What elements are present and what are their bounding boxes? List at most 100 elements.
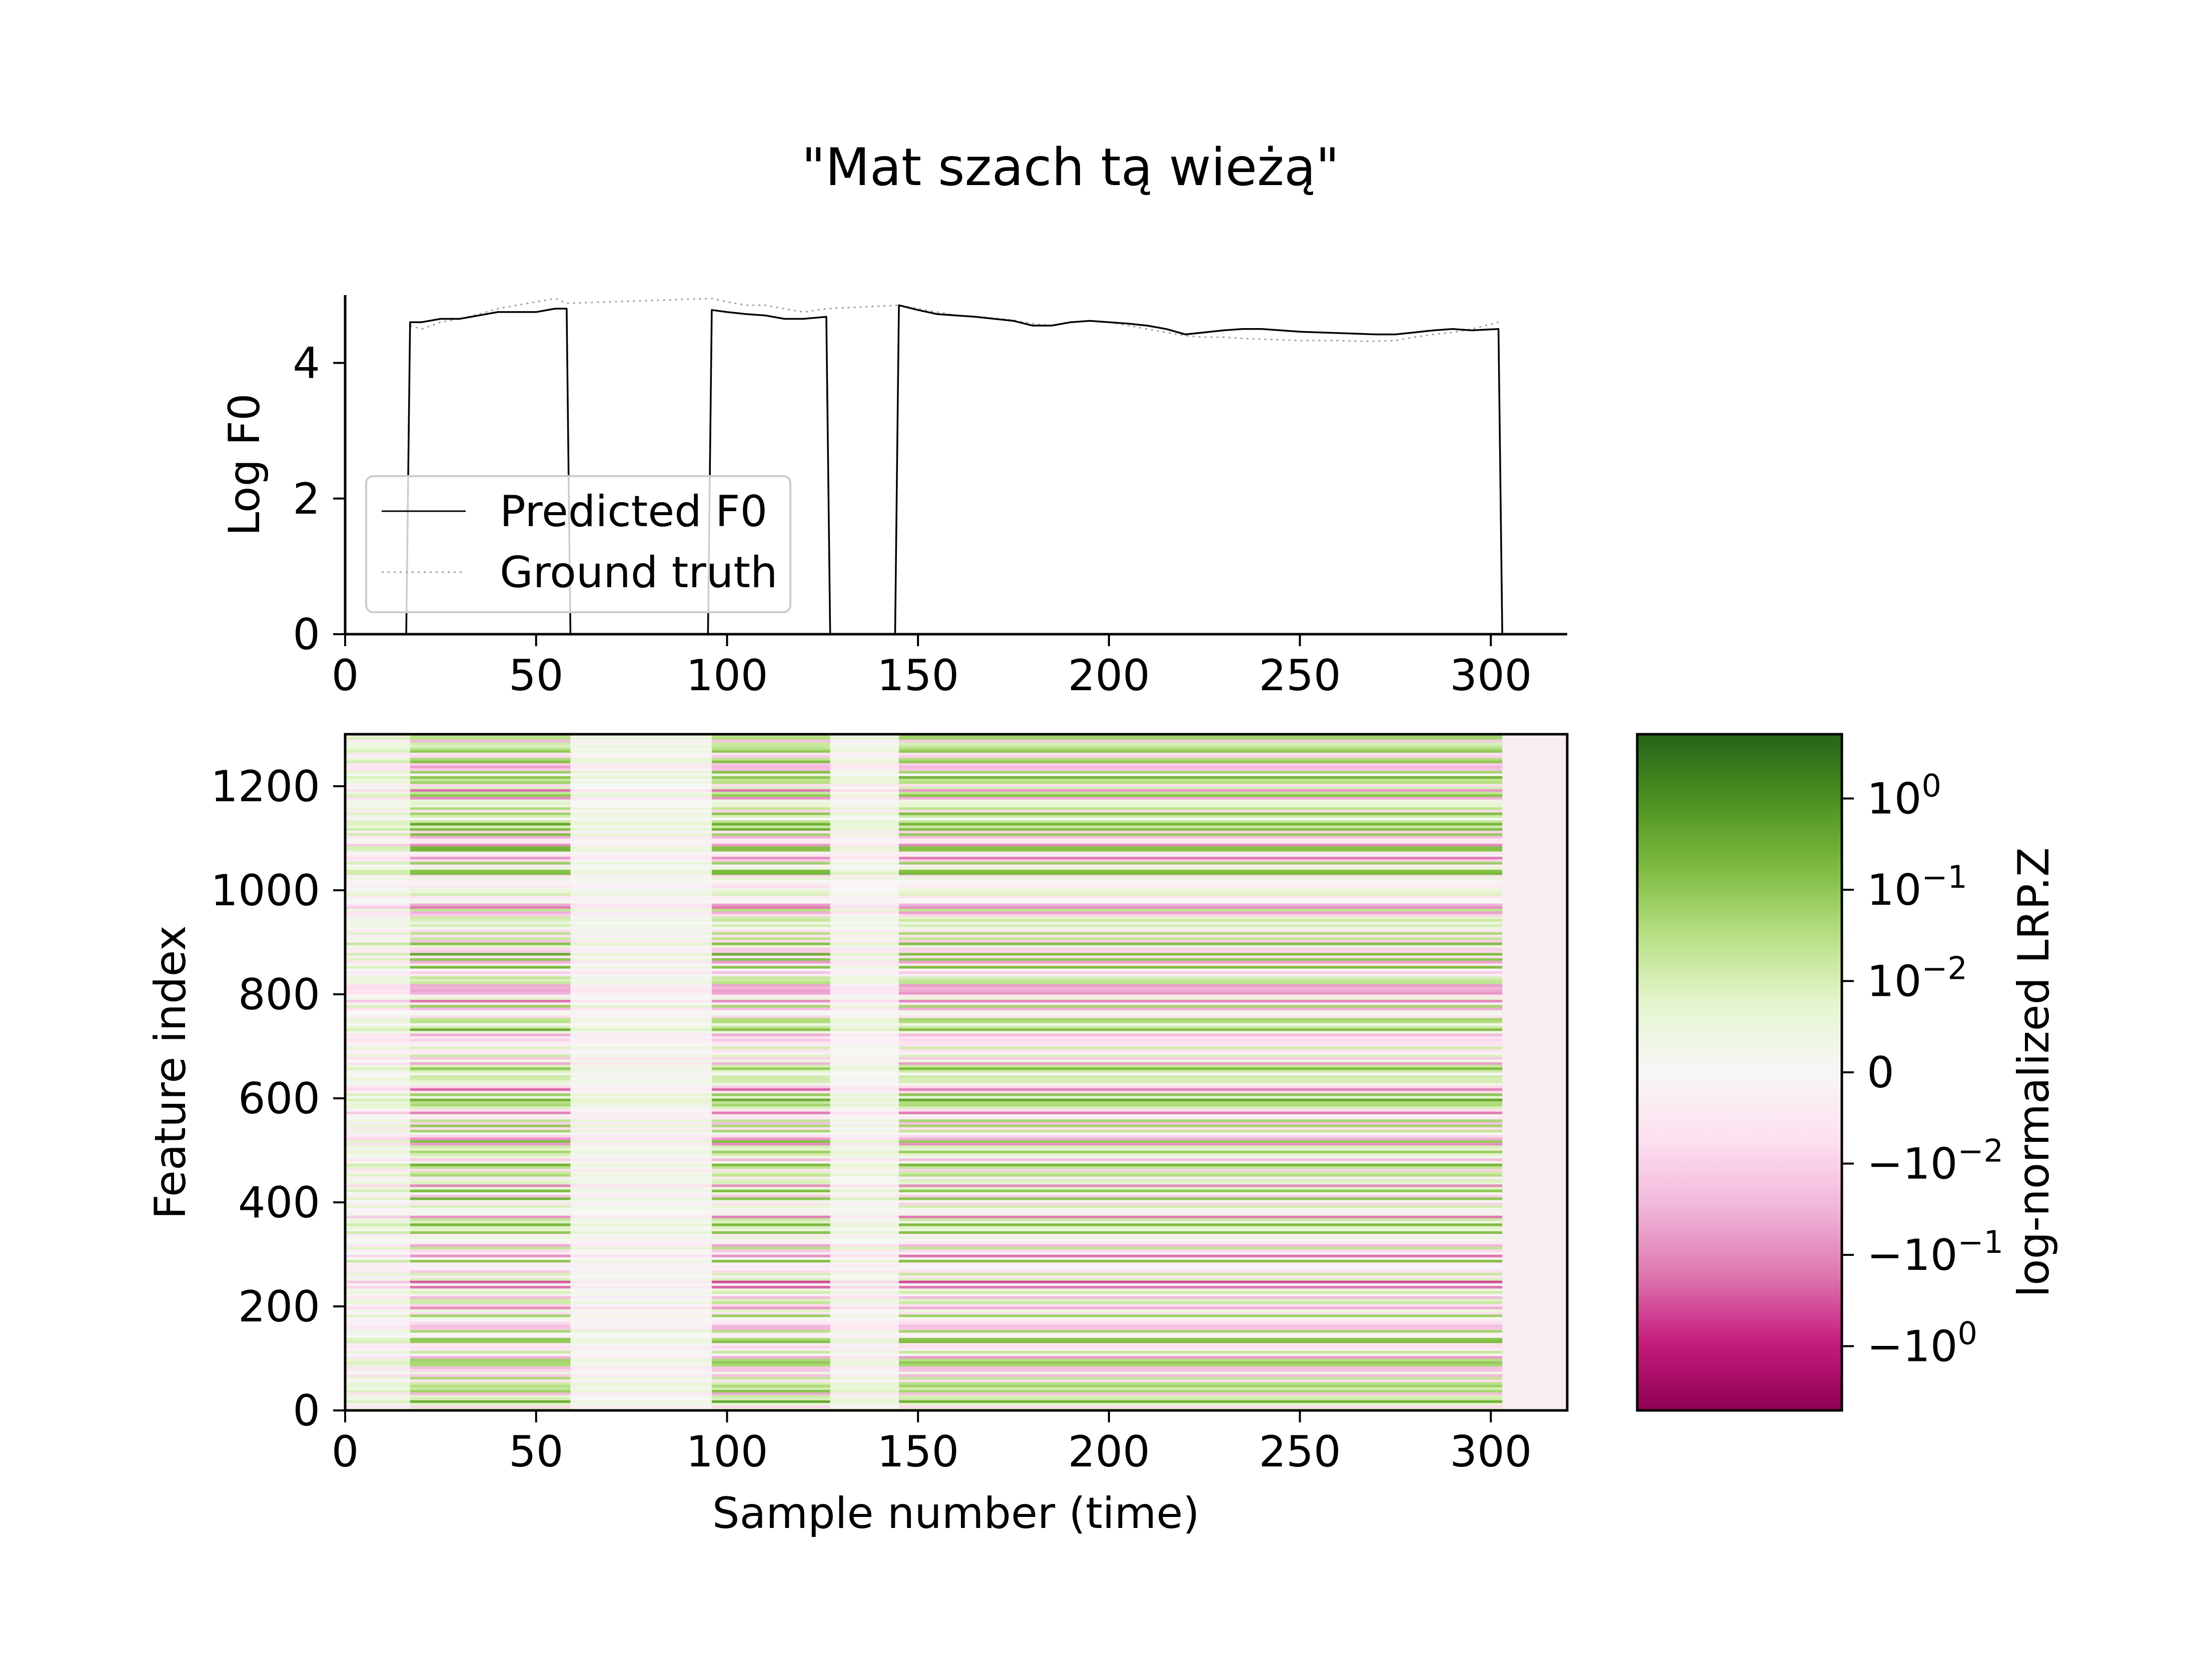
heatmap-cell [570, 1186, 712, 1190]
heatmap-cell [410, 994, 571, 997]
heatmap-cell [899, 869, 1503, 873]
heatmap-cell [345, 1210, 411, 1213]
heatmap-cell [570, 955, 712, 958]
heatmap-cell [711, 1038, 831, 1042]
heatmap-cell [570, 1163, 712, 1166]
heatmap-cell [410, 1116, 571, 1120]
heatmap-cell [1502, 1205, 1568, 1208]
heatmap-cell [711, 1020, 831, 1023]
heatmap-cell [410, 989, 571, 992]
heatmap-cell [1502, 796, 1568, 800]
heatmap-cell [1502, 1342, 1568, 1346]
heatmap-cell [830, 1264, 899, 1268]
heatmap-cell [711, 825, 831, 828]
heatmap-segment [410, 734, 571, 1411]
heatmap-cell [830, 942, 899, 945]
heatmap-cell [570, 812, 712, 815]
heatmap-cell [899, 822, 1503, 826]
heatmap-cell [570, 1272, 712, 1276]
heatmap-cell [899, 890, 1503, 893]
heatmap-cell [1502, 965, 1568, 969]
heatmap-cell [711, 1322, 831, 1325]
heatmap-cell [570, 734, 712, 737]
heatmap-cell [1502, 1316, 1568, 1320]
heatmap-cell [345, 843, 411, 847]
heatmap-cell [410, 765, 571, 769]
f0-lines [345, 298, 1503, 635]
heatmap-cell [1502, 1275, 1568, 1278]
heatmap-cell [899, 1176, 1503, 1179]
heatmap-cell [711, 789, 831, 792]
heatmap-cell [410, 1160, 571, 1164]
heatmap-cell [830, 1215, 899, 1218]
heatmap-cell [570, 1290, 712, 1294]
heatmap-cell [899, 1145, 1503, 1148]
heatmap-cell [711, 1384, 831, 1387]
heatmap-cell [570, 926, 712, 930]
heatmap-cell [899, 1106, 1503, 1109]
heatmap-cell [711, 1012, 831, 1016]
heatmap-cell [1502, 1004, 1568, 1008]
heatmap-cell [345, 934, 411, 938]
heatmap-cell [570, 867, 712, 870]
heatmap-cell [1502, 994, 1568, 997]
heatmap-cell [345, 739, 411, 743]
heatmap-cell [899, 1153, 1503, 1156]
heatmap-cell [570, 1283, 712, 1286]
heatmap-cell [345, 1394, 411, 1398]
heatmap-cell [830, 1210, 899, 1213]
y-tick-label: 4 [293, 339, 320, 389]
heatmap-cell [830, 971, 899, 974]
heatmap-cell [1502, 1228, 1568, 1231]
heatmap-cell [830, 776, 899, 779]
heatmap-cell [711, 1017, 831, 1021]
heatmap-cell [899, 752, 1503, 756]
heatmap-cell [830, 958, 899, 961]
heatmap-cell [711, 1381, 831, 1385]
heatmap-cell [899, 1335, 1503, 1338]
heatmap-cell [830, 841, 899, 844]
heatmap-cell [899, 812, 1503, 815]
heatmap-cell [410, 1371, 571, 1374]
heatmap-cell [410, 997, 571, 1000]
heatmap-cell [711, 1106, 831, 1109]
heatmap-cell [1502, 1306, 1568, 1309]
heatmap-cell [410, 1384, 571, 1387]
heatmap-cell [345, 737, 411, 740]
x-tick-label: 150 [877, 1427, 959, 1477]
heatmap-cell [830, 1400, 899, 1403]
heatmap-cell [1502, 1017, 1568, 1021]
heatmap-cell [711, 1246, 831, 1250]
heatmap-cell [345, 1319, 411, 1322]
heatmap-cell [1502, 1069, 1568, 1073]
heatmap-cell [1502, 958, 1568, 961]
heatmap-cell [830, 1394, 899, 1398]
heatmap-cell [410, 841, 571, 844]
x-tick-label: 300 [1450, 1427, 1532, 1477]
heatmap-cell [345, 1129, 411, 1133]
heatmap-cell [410, 880, 571, 883]
heatmap-cell [345, 1205, 411, 1208]
heatmap-cell [1502, 734, 1568, 737]
heatmap-cell [1502, 1028, 1568, 1031]
heatmap-cell [899, 1173, 1503, 1177]
heatmap-cell [830, 1153, 899, 1156]
heatmap-segment [899, 734, 1503, 1411]
heatmap-cell [345, 1041, 411, 1044]
heatmap-cell [570, 804, 712, 808]
heatmap-cell [711, 1394, 831, 1398]
heatmap-cell [711, 838, 831, 841]
heatmap-cell [345, 1160, 411, 1164]
heatmap-cell [345, 1270, 411, 1273]
heatmap-cell [410, 791, 571, 795]
heatmap-cell [830, 1384, 899, 1387]
heatmap-cell [711, 965, 831, 969]
heatmap-cell [899, 1069, 1503, 1073]
heatmap-cell [899, 1327, 1503, 1330]
heatmap-cell [345, 815, 411, 818]
heatmap-cell [899, 1376, 1503, 1380]
heatmap-cell [899, 1288, 1503, 1291]
heatmap-cell [830, 924, 899, 927]
heatmap-cell [1502, 1335, 1568, 1338]
